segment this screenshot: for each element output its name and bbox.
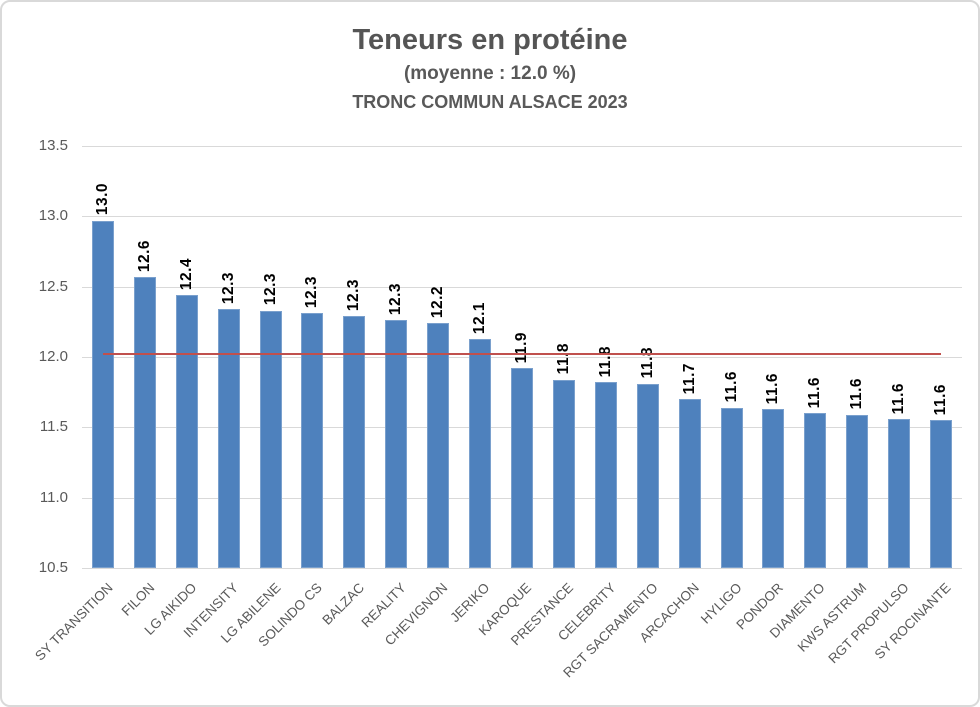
chart-title: Teneurs en protéine <box>352 24 628 56</box>
bar-value-label: 12.6 <box>135 239 153 272</box>
bar <box>91 220 114 568</box>
bar <box>720 407 743 568</box>
bar <box>217 309 240 568</box>
bar-value-label: 11.6 <box>848 378 866 410</box>
bar <box>301 313 324 568</box>
bar-value-label: 11.7 <box>680 362 698 395</box>
chart-subtitle-average: (moyenne : 12.0 %) <box>403 63 577 84</box>
gridline <box>82 216 962 217</box>
bar <box>133 276 156 568</box>
bar <box>678 399 701 568</box>
bar <box>511 368 533 568</box>
bar <box>594 382 617 568</box>
bar-value-label: 11.6 <box>806 376 824 409</box>
y-axis-tick-label: 12.0 <box>38 348 68 365</box>
y-axis-tick-label: 12.5 <box>38 277 68 295</box>
y-axis-tick-label: 13.5 <box>38 137 68 154</box>
chart-header: Teneurs en protéine (moyenne : 12.0 %) T… <box>2 22 978 114</box>
bar <box>427 323 450 568</box>
bar <box>804 413 827 568</box>
bar-value-label: 12.3 <box>219 272 237 305</box>
average-line <box>102 353 942 355</box>
gridline <box>82 287 962 288</box>
bar <box>930 420 953 568</box>
category-label: SY TRANSITION <box>32 580 116 664</box>
bar-value-label: 12.3 <box>345 279 363 312</box>
bar <box>259 310 282 568</box>
y-axis-tick-label: 13.0 <box>38 207 68 225</box>
bar-value-label: 12.1 <box>471 301 489 334</box>
gridline <box>82 357 962 358</box>
bar-value-label: 11.6 <box>932 384 950 416</box>
y-axis-tick-label: 11.0 <box>39 488 68 506</box>
bar <box>636 383 659 568</box>
bar-value-label: 12.3 <box>387 283 405 316</box>
bar-value-label: 11.8 <box>596 346 614 378</box>
bar-value-label: 13.0 <box>93 183 111 216</box>
bar-value-label: 12.2 <box>429 286 447 319</box>
y-axis-tick-label: 10.5 <box>38 559 68 576</box>
bar <box>552 379 575 568</box>
bar <box>385 320 408 568</box>
bar-value-label: 11.6 <box>764 372 782 405</box>
category-label: SY ROCINANTE <box>871 580 954 663</box>
bar-value-label: 11.6 <box>722 371 740 403</box>
category-label: FILON <box>118 580 158 619</box>
bar-value-label: 12.3 <box>303 276 321 309</box>
bar <box>888 418 911 568</box>
bar-value-label: 11.6 <box>890 382 908 414</box>
gridline <box>82 568 962 569</box>
chart-subtitle-trial: TRONC COMMUN ALSACE 2023 <box>352 92 628 112</box>
y-axis-tick-label: 11.5 <box>39 418 68 436</box>
gridline <box>82 146 962 147</box>
bar-value-label: 11.9 <box>513 331 530 364</box>
bar <box>846 414 869 568</box>
bar-value-label: 12.4 <box>177 257 195 291</box>
bar <box>469 338 492 568</box>
bar-value-label: 12.3 <box>261 273 279 306</box>
bar <box>175 295 198 568</box>
bar <box>343 316 366 568</box>
plot-area: 13.0 12.6 12.4 12.3 12.3 12.3 12.3 12.3 12.2 12.1… <box>82 146 962 569</box>
bar <box>762 409 785 568</box>
bar-value-label: 11.8 <box>554 343 572 375</box>
